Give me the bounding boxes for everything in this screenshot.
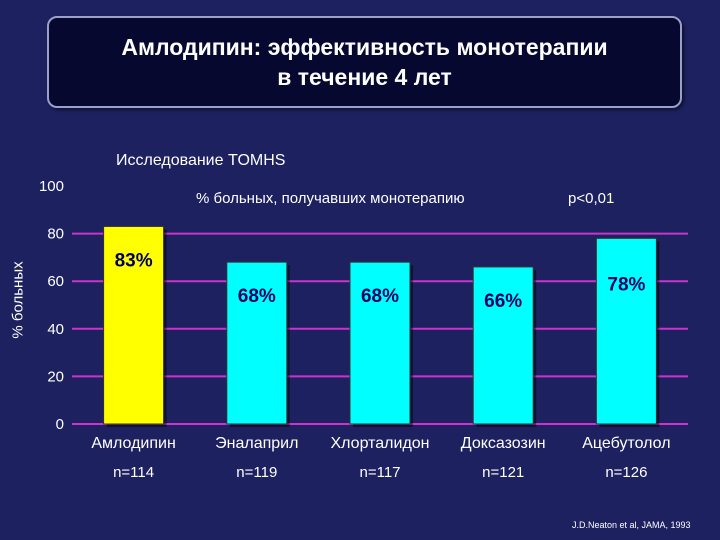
title-line-1: Амлодипин: эффективность монотерапии (121, 34, 608, 60)
p-value-label: p<0,01 (568, 190, 615, 207)
y-tick-label: 60 (47, 273, 64, 290)
sample-size-label: n=126 (605, 464, 647, 481)
title-box: Амлодипин: эффективность монотерапии в т… (47, 16, 682, 108)
y-tick-label: 100 (39, 178, 64, 195)
category-label: Хлорталидон (330, 435, 429, 452)
bar-value-label: 68% (238, 286, 276, 307)
bar-value-label: 66% (484, 291, 522, 312)
y-tick-label: 20 (47, 368, 64, 385)
sample-size-label: n=114 (113, 464, 154, 481)
sample-size-label: n=119 (236, 464, 277, 481)
y-tick-label: 80 (47, 226, 64, 243)
source-citation: J.D.Neaton et al, JAMA, 1993 (572, 520, 691, 530)
title-line-2: в течение 4 лет (277, 64, 452, 90)
bar-value-label: 78% (607, 274, 645, 295)
category-label: Эналаприл (215, 435, 298, 452)
bar (472, 266, 534, 425)
bar (103, 225, 165, 425)
chart-subtitle: % больных, получавших монотерапию (196, 190, 465, 207)
category-label: Доксазозин (461, 435, 546, 452)
y-tick-label: 0 (56, 416, 64, 433)
study-label: Исследование TOMHS (116, 152, 286, 169)
category-label: Ацебутолол (582, 435, 670, 452)
bar (595, 237, 657, 425)
bar-value-label: 68% (361, 286, 399, 307)
bar (349, 261, 411, 425)
y-tick-label: 40 (47, 321, 64, 338)
sample-size-label: n=117 (359, 464, 400, 481)
bar-value-label: 83% (115, 250, 153, 271)
sample-size-label: n=121 (482, 464, 524, 481)
bar (226, 261, 288, 425)
category-label: Амлодипин (91, 435, 175, 452)
